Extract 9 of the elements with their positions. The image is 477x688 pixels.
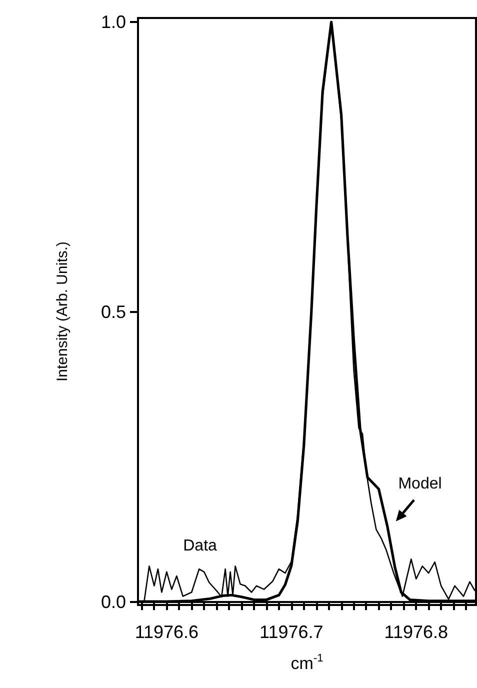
x-tick-label: 11976.8: [384, 622, 448, 642]
x-tick-label: 11976.6: [134, 622, 199, 642]
y-axis-title: Intensity (Arb. Units.): [54, 241, 71, 382]
y-tick-label: 0.0: [100, 592, 126, 612]
series-label: Data: [183, 538, 217, 554]
series-label: Model: [398, 476, 442, 492]
y-tick-label: 0.5: [100, 302, 126, 322]
y-tick-label: 1.0: [100, 12, 126, 32]
x-tick-label: 11976.7: [260, 622, 324, 642]
